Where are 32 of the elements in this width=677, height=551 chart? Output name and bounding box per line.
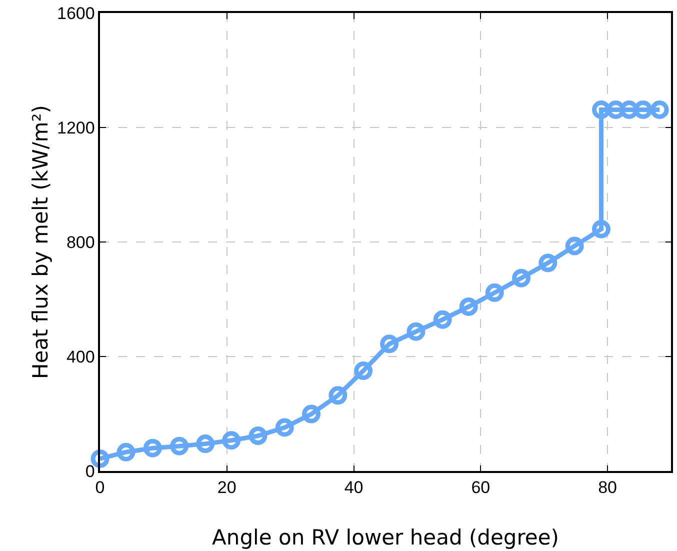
point [433,310,452,329]
point [485,283,504,302]
point [196,434,215,454]
point [302,404,321,424]
point [380,334,399,354]
point [170,436,189,456]
y-tick-label: 1600 [57,4,95,23]
y-tick-label: 0 [85,462,95,481]
point [354,362,373,380]
point [565,236,584,256]
point [650,100,669,119]
point [328,386,348,405]
point [592,100,610,119]
y-axis-title: Heat flux by melt (kW/m²) [28,105,52,379]
y-tick-label: 800 [66,232,95,252]
point [222,431,241,450]
x-tick-label: 20 [217,478,236,498]
point [592,220,610,238]
x-axis-title: Angle on RV lower head (degree) [212,526,559,550]
point [275,418,294,437]
x-tick-label: 80 [598,478,618,498]
y-tick-label: 1200 [57,118,95,138]
point [538,254,558,272]
y-tick-label: 400 [66,347,95,366]
point [406,322,426,341]
x-tick-label: 40 [344,478,364,498]
point [459,297,478,316]
point [143,438,162,458]
x-tick-label: 60 [471,478,490,498]
point [116,442,136,462]
point [248,426,268,446]
point [512,268,531,288]
